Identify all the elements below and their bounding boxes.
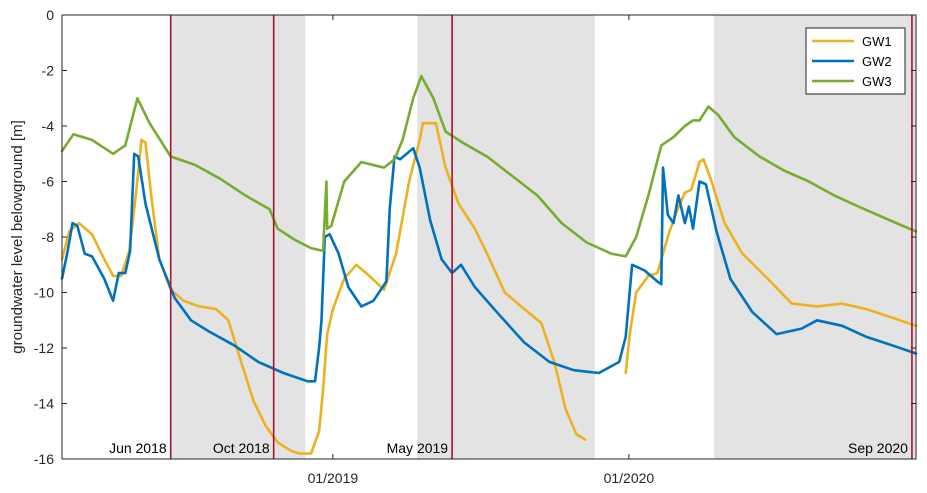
series-line-gw3 [60, 74, 918, 258]
y-tick-label: -6 [42, 174, 55, 190]
event-label-4: Sep 2020 [848, 440, 908, 456]
y-tick-label: -2 [42, 63, 55, 79]
y-tick-label: -16 [34, 451, 54, 467]
y-tick-label: -10 [34, 285, 54, 301]
x-tick-label: 01/2019 [308, 470, 359, 486]
legend-label-gw1: GW1 [862, 34, 892, 49]
y-tick-label: 0 [46, 7, 54, 23]
legend-label-gw3: GW3 [862, 74, 892, 89]
series-line-gw1 [60, 121, 587, 455]
x-axis-ticks: 01/2019 01/2020 [308, 15, 655, 486]
legend: GW1 GW2 GW3 [805, 27, 906, 95]
y-axis-label: groundwater level belowground [m] [9, 120, 26, 353]
y-tick-label: -4 [42, 118, 55, 134]
shaded-period-2 [417, 15, 595, 459]
y-axis-ticks: 0 -2 -4 -6 -8 -10 -12 -14 -16 [34, 7, 916, 467]
shaded-periods [170, 15, 916, 459]
event-label-2: Oct 2018 [213, 440, 270, 456]
shaded-period-1 [170, 15, 306, 459]
event-label-3: May 2019 [387, 440, 449, 456]
y-tick-label: -14 [34, 396, 54, 412]
x-tick-label: 01/2020 [604, 470, 655, 486]
y-tick-label: -12 [34, 340, 54, 356]
series-lines [60, 74, 918, 455]
y-tick-label: -8 [42, 229, 55, 245]
event-label-1: Jun 2018 [109, 440, 167, 456]
event-labels: Jun 2018 Oct 2018 May 2019 Sep 2020 [109, 440, 908, 456]
legend-label-gw2: GW2 [862, 54, 892, 69]
series-line-gw2 [60, 146, 918, 383]
